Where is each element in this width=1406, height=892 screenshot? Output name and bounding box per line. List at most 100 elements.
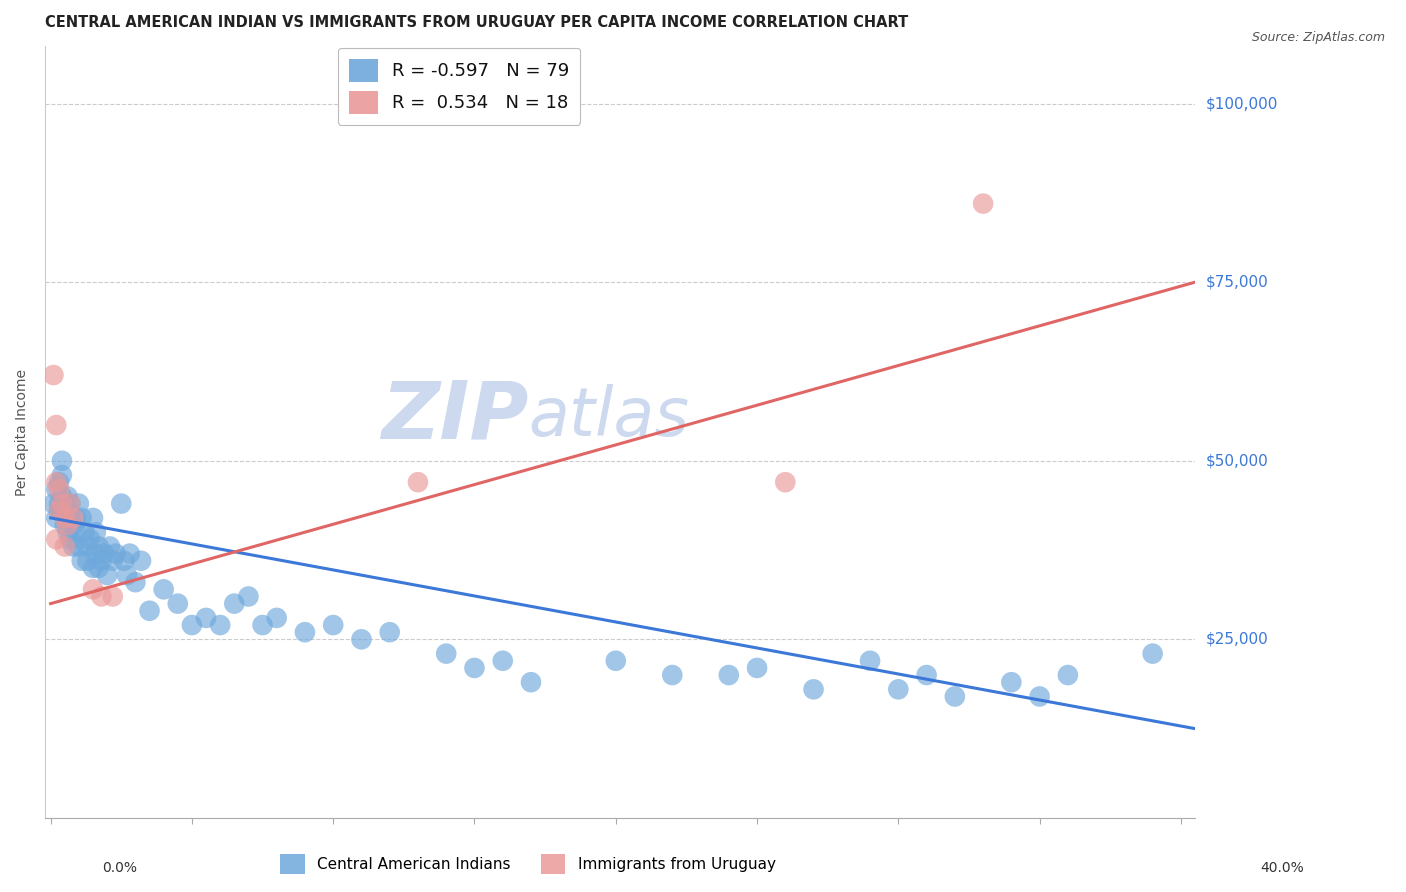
Point — [48, 483, 70, 497]
Point — [1000, 675, 1022, 690]
Point — [48, 497, 70, 511]
Point — [138, 604, 160, 618]
Point — [65, 525, 87, 540]
Point — [124, 575, 146, 590]
Point — [943, 690, 966, 704]
Point — [79, 533, 101, 547]
Y-axis label: Per Capita Income: Per Capita Income — [15, 368, 30, 496]
Point — [53, 511, 76, 525]
Point — [93, 547, 115, 561]
Point — [209, 618, 232, 632]
Point — [266, 611, 288, 625]
Point — [82, 511, 104, 525]
Point — [166, 597, 188, 611]
Point — [129, 554, 152, 568]
Point — [972, 196, 994, 211]
Text: 0.0%: 0.0% — [103, 861, 136, 875]
Point — [45, 418, 67, 433]
Point — [101, 590, 124, 604]
Point — [98, 540, 121, 554]
Point — [56, 490, 79, 504]
Point — [82, 582, 104, 597]
Point — [378, 625, 401, 640]
Point — [62, 518, 84, 533]
Point — [76, 554, 98, 568]
Point — [110, 497, 132, 511]
Point — [104, 547, 127, 561]
Text: Source: ZipAtlas.com: Source: ZipAtlas.com — [1251, 31, 1385, 45]
Point — [53, 518, 76, 533]
Point — [62, 540, 84, 554]
Point — [53, 540, 76, 554]
Point — [112, 554, 135, 568]
Point — [65, 511, 87, 525]
Point — [406, 475, 429, 490]
Point — [45, 483, 67, 497]
Point — [48, 475, 70, 490]
Point — [180, 618, 202, 632]
Point — [87, 561, 110, 575]
Point — [42, 497, 65, 511]
Text: atlas: atlas — [529, 384, 689, 450]
Point — [48, 504, 70, 518]
Point — [434, 647, 457, 661]
Point — [90, 590, 112, 604]
Point — [51, 497, 73, 511]
Point — [252, 618, 274, 632]
Point — [294, 625, 316, 640]
Point — [59, 497, 82, 511]
Point — [76, 540, 98, 554]
Point — [1057, 668, 1080, 682]
Point — [70, 554, 93, 568]
Point — [67, 497, 90, 511]
Text: CENTRAL AMERICAN INDIAN VS IMMIGRANTS FROM URUGUAY PER CAPITA INCOME CORRELATION: CENTRAL AMERICAN INDIAN VS IMMIGRANTS FR… — [45, 15, 908, 30]
Point — [84, 525, 107, 540]
Point — [45, 533, 67, 547]
Point — [224, 597, 246, 611]
Point — [745, 661, 768, 675]
Text: 40.0%: 40.0% — [1260, 861, 1305, 875]
Point — [520, 675, 543, 690]
Point — [53, 504, 76, 518]
Point — [59, 497, 82, 511]
Point — [73, 525, 96, 540]
Point — [51, 454, 73, 468]
Point — [322, 618, 344, 632]
Point — [84, 547, 107, 561]
Text: $100,000: $100,000 — [1206, 96, 1278, 112]
Point — [67, 540, 90, 554]
Point — [59, 511, 82, 525]
Point — [70, 511, 93, 525]
Point — [195, 611, 218, 625]
Point — [42, 368, 65, 382]
Point — [87, 540, 110, 554]
Point — [915, 668, 938, 682]
Point — [605, 654, 627, 668]
Point — [51, 468, 73, 483]
Point — [90, 554, 112, 568]
Legend: Central American Indians, Immigrants from Uruguay: Central American Indians, Immigrants fro… — [274, 848, 782, 880]
Point — [1142, 647, 1164, 661]
Point — [350, 632, 373, 647]
Text: $50,000: $50,000 — [1206, 453, 1268, 468]
Point — [238, 590, 260, 604]
Point — [96, 568, 118, 582]
Point — [859, 654, 882, 668]
Text: $25,000: $25,000 — [1206, 632, 1268, 647]
Point — [492, 654, 515, 668]
Point — [115, 568, 138, 582]
Point — [56, 518, 79, 533]
Point — [118, 547, 141, 561]
Point — [661, 668, 683, 682]
Point — [45, 511, 67, 525]
Text: ZIP: ZIP — [381, 377, 529, 456]
Point — [48, 504, 70, 518]
Point — [152, 582, 174, 597]
Point — [101, 554, 124, 568]
Point — [45, 475, 67, 490]
Point — [56, 525, 79, 540]
Point — [463, 661, 485, 675]
Point — [775, 475, 797, 490]
Point — [59, 533, 82, 547]
Point — [1028, 690, 1050, 704]
